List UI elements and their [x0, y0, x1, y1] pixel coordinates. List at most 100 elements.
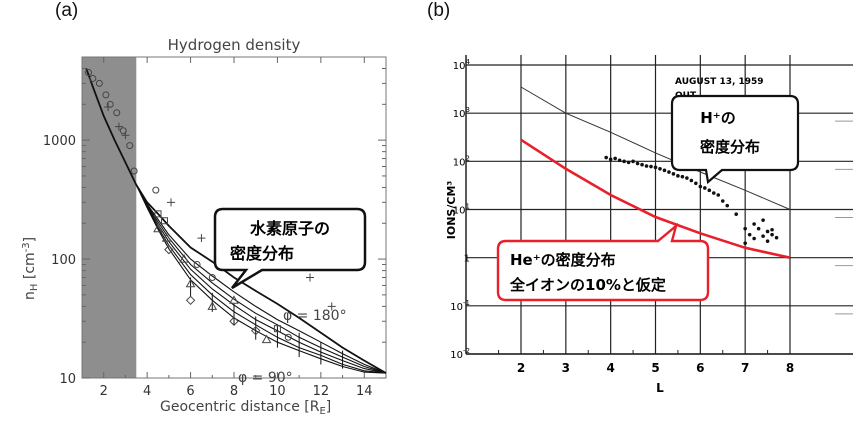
data-point-plus [306, 273, 314, 282]
data-point-circle [284, 333, 292, 341]
y-tick-label-b: 103 [453, 106, 470, 120]
data-point-circle [193, 261, 201, 269]
y-tick-label-b: 102 [453, 154, 470, 168]
shaded-region [82, 57, 137, 378]
data-point-plus [327, 302, 336, 311]
data-point-diamond [229, 316, 239, 326]
y-axis-label-b: IONS/CM³ [445, 181, 458, 240]
data-point-square [273, 325, 281, 333]
measured-point [761, 218, 765, 222]
measured-point [752, 222, 756, 226]
x-tick-label: 10 [269, 384, 286, 399]
x-tick-label-b: 4 [606, 361, 614, 375]
callout-hplus-text-2: 密度分布 [700, 138, 760, 156]
panel-b-label: (b) [427, 0, 451, 21]
data-point-square [161, 217, 169, 225]
data-point-circle [119, 127, 127, 135]
hplus-curve [520, 86, 791, 210]
density-curve [85, 68, 387, 374]
measured-point [774, 235, 779, 240]
data-point-square [154, 210, 162, 218]
data-point-triangle [207, 301, 218, 310]
measured-point [613, 156, 617, 161]
data-point-triangle [179, 254, 189, 263]
measured-point [743, 226, 747, 231]
data-point-diamond [164, 244, 174, 255]
measured-point [644, 164, 649, 168]
y-axis-label: nH [cm-3] [21, 237, 40, 300]
callout-text-a1: 水素原子の [250, 219, 330, 238]
density-curve [135, 184, 387, 374]
measured-point [671, 172, 676, 176]
measured-point [734, 212, 738, 216]
measured-point [707, 188, 712, 193]
data-point-circle [208, 273, 216, 281]
x-tick-label: 14 [356, 384, 373, 399]
data-point-circle [102, 91, 110, 99]
data-point-circle [85, 69, 93, 77]
measured-point [608, 157, 613, 162]
measured-point [711, 191, 716, 195]
measured-point [716, 193, 721, 197]
data-point-plus [167, 198, 176, 207]
data-point-circle [113, 109, 121, 117]
callout-hplus-text-1: H⁺の [700, 109, 735, 127]
data-point-diamond [185, 295, 196, 306]
measured-point [640, 162, 644, 167]
data-point-circle [130, 167, 138, 175]
data-point-plus [104, 102, 113, 111]
data-point-triangle [153, 223, 163, 233]
data-point-diamond [251, 325, 261, 336]
density-curve [135, 184, 387, 374]
y-tick-label: 100 [51, 253, 76, 268]
data-point-circle [89, 74, 97, 82]
measured-point [761, 234, 765, 238]
measured-point [689, 178, 694, 183]
measured-point [658, 166, 662, 171]
measured-point [649, 164, 653, 169]
measured-point [604, 155, 608, 160]
data-point-circle [126, 142, 134, 150]
measured-point [698, 184, 703, 189]
chart-title: Hydrogen density [168, 36, 301, 54]
data-point-triangle [161, 233, 172, 242]
x-tick-label-b: 7 [741, 361, 749, 375]
header-text-b1: AUGUST 13, 1959 [675, 77, 764, 87]
x-axis-label-b: L [656, 381, 664, 395]
x-tick-label-b: 3 [562, 361, 570, 375]
measured-point [685, 176, 689, 180]
y-tick-label-b: 10-1 [450, 299, 470, 313]
x-tick-label-b: 2 [517, 361, 525, 375]
measured-point [662, 168, 667, 173]
measured-point [725, 203, 730, 208]
measured-point [720, 199, 725, 203]
panel-a-label: (a) [55, 0, 79, 21]
measured-point [765, 239, 770, 243]
measured-point [756, 226, 761, 231]
x-tick-label: 12 [313, 384, 330, 399]
x-tick-label: 6 [186, 384, 194, 399]
data-point-triangle [185, 278, 196, 288]
measured-point [694, 181, 698, 186]
callout-bubble-heplus [496, 222, 710, 302]
measured-point [676, 174, 680, 178]
data-point-plus [197, 234, 206, 243]
density-curve [135, 184, 387, 374]
x-tick-label-b: 8 [786, 361, 794, 375]
data-point-circle [95, 79, 103, 87]
x-tick-label-b: 5 [651, 361, 659, 375]
density-curve [135, 184, 387, 374]
phi-90-annotation: φ = 90° [238, 370, 293, 386]
data-point-triangle [261, 334, 272, 344]
measured-point [635, 161, 640, 166]
measured-point [743, 241, 747, 245]
y-tick-label-b: 104 [453, 58, 471, 72]
x-tick-label: 2 [100, 384, 108, 399]
data-point-plus [114, 122, 123, 131]
measured-point [622, 159, 626, 164]
measured-point [703, 186, 707, 190]
y-tick-label: 1000 [43, 134, 76, 149]
measured-point [653, 165, 658, 170]
callout-heplus-text-2: 全イオンの10%と仮定 [509, 276, 666, 294]
